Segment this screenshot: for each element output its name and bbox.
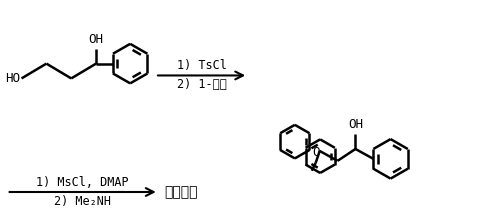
Text: HO: HO	[5, 72, 20, 85]
Text: 2) Me₂NH: 2) Me₂NH	[54, 195, 111, 208]
Text: 1) TsCl: 1) TsCl	[177, 60, 227, 73]
Text: OH: OH	[348, 118, 363, 131]
Text: 2) 1-氟萄: 2) 1-氟萄	[177, 78, 227, 91]
Text: O: O	[312, 146, 319, 159]
Text: 达泊西汀: 达泊西汀	[165, 185, 198, 199]
Text: 1) MsCl, DMAP: 1) MsCl, DMAP	[36, 176, 129, 189]
Text: OH: OH	[89, 33, 104, 46]
